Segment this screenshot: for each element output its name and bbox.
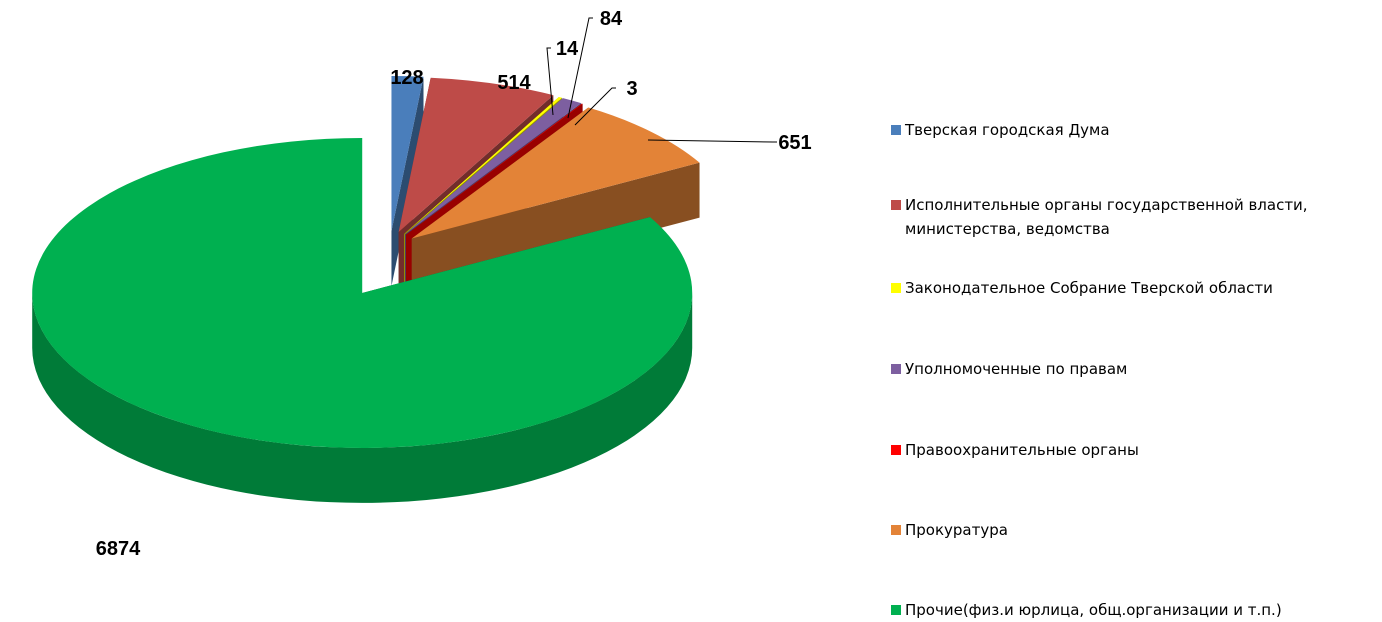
legend-item: Прокуратура bbox=[891, 518, 1375, 542]
slice bbox=[405, 98, 582, 235]
legend-swatch bbox=[891, 525, 901, 535]
value-label: 514 bbox=[497, 72, 531, 94]
slice bbox=[411, 107, 700, 239]
value-label: 3 bbox=[626, 78, 637, 100]
legend-swatch bbox=[891, 125, 901, 135]
value-label: 6874 bbox=[96, 538, 141, 560]
slice-side bbox=[32, 292, 693, 503]
legend-label: Исполнительные органы государственной вл… bbox=[905, 196, 1308, 238]
value-label: 14 bbox=[556, 38, 579, 60]
legend-item: Исполнительные органы государственной вл… bbox=[891, 193, 1375, 241]
legend-swatch bbox=[891, 364, 901, 374]
slice bbox=[32, 137, 693, 448]
legend-swatch bbox=[891, 200, 901, 210]
leader-line bbox=[574, 87, 616, 126]
legend-item: Правоохранительные органы bbox=[891, 438, 1375, 462]
legend-item: Прочие(физ.и юрлица, общ.организации и т… bbox=[891, 598, 1375, 622]
slice bbox=[391, 76, 424, 232]
slice bbox=[404, 96, 562, 234]
leader-line bbox=[546, 47, 554, 116]
legend-item: Законодательное Собрание Тверской област… bbox=[891, 276, 1375, 300]
legend-label: Законодательное Собрание Тверской област… bbox=[905, 279, 1273, 297]
legend-label: Правоохранительные органы bbox=[905, 441, 1139, 459]
legend-swatch bbox=[891, 283, 901, 293]
legend-item: Тверская городская Дума bbox=[891, 118, 1375, 142]
value-label: 128 bbox=[390, 67, 423, 89]
legend-item: Уполномоченные по правам bbox=[891, 357, 1375, 381]
legend-label: Уполномоченные по правам bbox=[905, 360, 1128, 378]
slice bbox=[398, 77, 554, 233]
legend-label: Тверская городская Дума bbox=[905, 121, 1110, 139]
value-label: 84 bbox=[600, 8, 623, 30]
slice bbox=[406, 103, 583, 235]
value-label: 651 bbox=[778, 132, 811, 154]
legend-swatch bbox=[891, 445, 901, 455]
legend-label: Прочие(физ.и юрлица, общ.организации и т… bbox=[905, 601, 1282, 619]
legend-swatch bbox=[891, 605, 901, 615]
leader-line bbox=[567, 17, 593, 119]
leader-line bbox=[647, 139, 777, 143]
legend-label: Прокуратура bbox=[905, 521, 1008, 539]
slice-wall bbox=[411, 162, 700, 294]
